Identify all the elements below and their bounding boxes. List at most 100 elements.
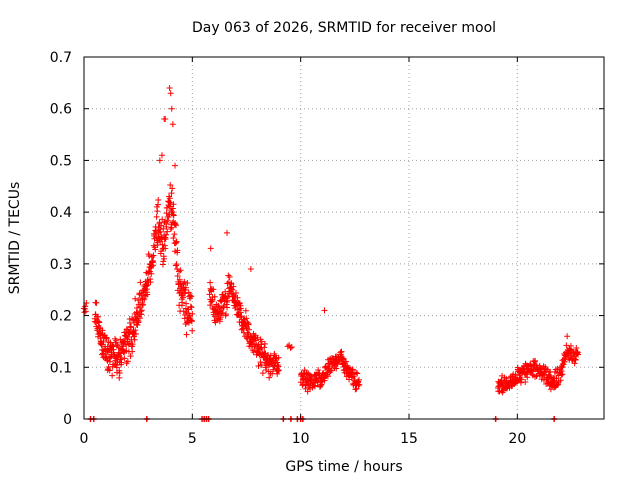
- data-point: [136, 315, 143, 322]
- data-point: [355, 382, 362, 389]
- data-point: [236, 306, 243, 313]
- data-point: [170, 235, 177, 242]
- data-point: [242, 307, 249, 314]
- data-point: [324, 373, 331, 380]
- data-point: [163, 231, 170, 238]
- data-point: [311, 382, 318, 389]
- data-points: [80, 85, 582, 422]
- data-point: [184, 280, 191, 287]
- data-point: [110, 343, 117, 350]
- data-point: [512, 371, 519, 378]
- data-point: [207, 245, 214, 252]
- data-point: [172, 221, 179, 228]
- data-point: [349, 367, 356, 374]
- data-point: [164, 204, 171, 211]
- data-point: [162, 245, 169, 252]
- data-point: [257, 346, 264, 353]
- data-point: [113, 337, 120, 344]
- data-point: [166, 198, 173, 205]
- data-point: [152, 246, 159, 253]
- data-point: [116, 370, 123, 377]
- data-point: [109, 372, 116, 379]
- data-point: [207, 302, 214, 309]
- data-point: [276, 367, 283, 374]
- data-point: [188, 293, 195, 300]
- data-point: [354, 370, 361, 377]
- data-point: [557, 377, 564, 384]
- data-point: [100, 338, 107, 345]
- data-point: [259, 370, 266, 377]
- y-tick-label: 0.3: [50, 257, 72, 273]
- data-point: [123, 347, 130, 354]
- data-point: [225, 272, 232, 279]
- data-point: [575, 351, 582, 358]
- data-point: [571, 360, 578, 367]
- data-point: [167, 199, 174, 206]
- data-point: [321, 307, 328, 314]
- data-point: [127, 353, 134, 360]
- data-point: [238, 313, 245, 320]
- data-point: [166, 203, 173, 210]
- data-point: [153, 213, 160, 220]
- data-point: [237, 314, 244, 321]
- data-point: [189, 310, 196, 317]
- data-point: [236, 300, 243, 307]
- data-point: [103, 335, 110, 342]
- data-point: [143, 286, 150, 293]
- data-point: [149, 253, 156, 260]
- data-point: [187, 303, 194, 310]
- data-point: [127, 323, 134, 330]
- data-point: [106, 367, 113, 374]
- data-point: [144, 291, 151, 298]
- data-point: [164, 228, 171, 235]
- data-point: [288, 344, 295, 351]
- data-point: [169, 121, 176, 128]
- data-point: [157, 228, 164, 235]
- y-axis-label: SRMTID / TECUs: [7, 182, 23, 295]
- data-point: [522, 379, 529, 386]
- data-point: [243, 334, 250, 341]
- data-point: [123, 341, 130, 348]
- data-point: [561, 358, 568, 365]
- data-point: [517, 379, 524, 386]
- data-point: [217, 314, 224, 321]
- data-point: [168, 190, 175, 197]
- y-tick-label: 0.1: [50, 360, 72, 376]
- data-point: [207, 279, 214, 286]
- data-point: [174, 273, 181, 280]
- data-point: [211, 293, 218, 300]
- data-point: [114, 341, 121, 348]
- data-point: [164, 217, 171, 224]
- data-point: [189, 327, 196, 334]
- y-tick-label: 0: [63, 412, 72, 428]
- data-point: [559, 371, 566, 378]
- data-point: [158, 222, 165, 229]
- data-point: [168, 105, 175, 112]
- data-point: [524, 374, 531, 381]
- data-point: [274, 370, 281, 377]
- data-point: [163, 210, 170, 217]
- x-tick-label: 15: [400, 431, 418, 447]
- data-point: [172, 262, 179, 269]
- data-point: [220, 303, 227, 310]
- data-point: [338, 348, 345, 355]
- data-point: [182, 284, 189, 291]
- data-point: [499, 382, 506, 389]
- data-point: [257, 341, 264, 348]
- data-point: [150, 258, 157, 265]
- y-tick-label: 0.5: [50, 153, 72, 169]
- data-point: [185, 289, 192, 296]
- data-point: [173, 222, 180, 229]
- data-point: [353, 369, 360, 376]
- data-point: [95, 313, 102, 320]
- data-point: [573, 345, 580, 352]
- data-point: [171, 231, 178, 238]
- data-point: [326, 363, 333, 370]
- x-tick-label: 10: [292, 431, 310, 447]
- data-point: [261, 344, 268, 351]
- data-point: [317, 382, 324, 389]
- data-point: [265, 352, 272, 359]
- data-point: [132, 295, 139, 302]
- data-point: [328, 367, 335, 374]
- y-tick-label: 0.6: [50, 102, 72, 118]
